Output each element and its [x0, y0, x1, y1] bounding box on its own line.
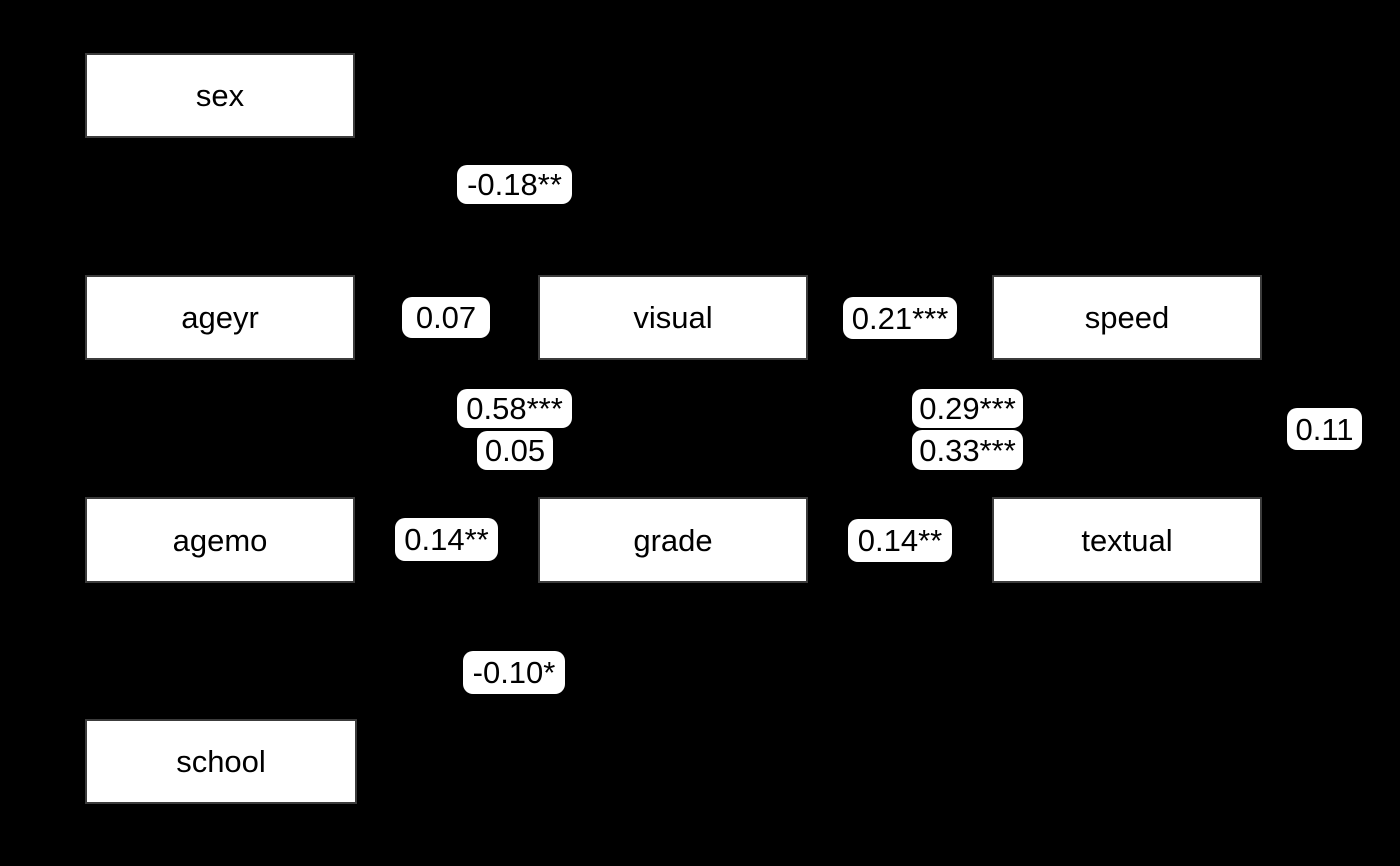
edge-label: 0.33***: [912, 430, 1023, 470]
node-sex: sex: [85, 53, 355, 138]
edge-label: 0.21***: [843, 297, 957, 339]
node-textual: textual: [992, 497, 1262, 583]
edge-label: 0.07: [402, 297, 490, 338]
node-label: speed: [1084, 300, 1170, 335]
edge-label: 0.11: [1287, 408, 1362, 450]
edge-label-text: 0.14**: [857, 523, 943, 558]
edge-label-text: 0.07: [415, 300, 477, 335]
edge-label-text: -0.18**: [467, 167, 562, 202]
edge-label-text: 0.58***: [466, 391, 563, 426]
edge-label-text: 0.11: [1295, 411, 1354, 447]
edge-label: 0.14**: [848, 519, 952, 562]
edge-label: 0.05: [477, 431, 553, 470]
edge-label: -0.18**: [457, 165, 572, 204]
edge-label: 0.58***: [457, 389, 572, 428]
node-visual: visual: [538, 275, 808, 360]
edge-label: 0.29***: [912, 389, 1023, 428]
edge-label: -0.10*: [463, 651, 565, 694]
edge-label-text: 0.29***: [919, 391, 1016, 426]
node-label: sex: [195, 78, 245, 113]
edge-label: 0.14**: [395, 518, 498, 561]
edge-label-text: 0.21***: [851, 300, 949, 336]
node-agemo: agemo: [85, 497, 355, 583]
node-grade: grade: [538, 497, 808, 583]
node-label: textual: [1081, 522, 1173, 558]
node-ageyr: ageyr: [85, 275, 355, 360]
node-school: school: [85, 719, 357, 804]
node-label: agemo: [172, 522, 268, 558]
edge-label-text: 0.05: [484, 433, 546, 468]
edge-label-text: 0.14**: [404, 522, 489, 557]
node-label: grade: [633, 522, 713, 558]
edge-label-text: 0.33***: [919, 432, 1016, 468]
node-label: visual: [633, 300, 713, 335]
edge-label-text: -0.10*: [472, 655, 556, 690]
node-label: ageyr: [181, 300, 259, 335]
node-label: school: [176, 744, 266, 779]
node-speed: speed: [992, 275, 1262, 360]
